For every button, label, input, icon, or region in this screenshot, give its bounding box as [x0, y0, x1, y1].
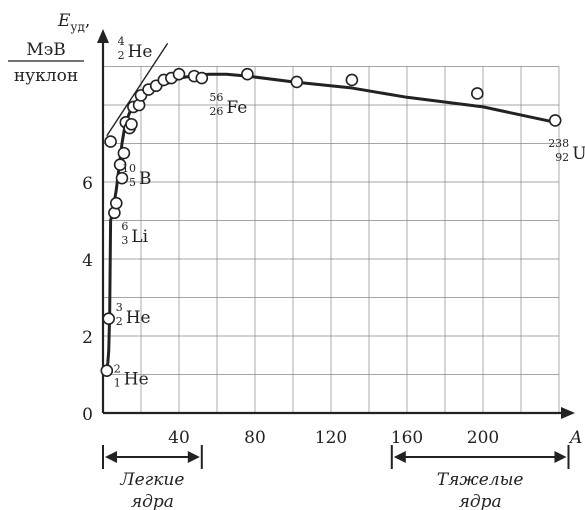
y-axis-label: Eуд, МэВ нуклон [8, 11, 90, 86]
region-arrow-left [393, 451, 406, 463]
x-tick-labels: 40 80 120 160 200 [168, 428, 499, 448]
region-arrow-left [105, 451, 117, 463]
y-axis-arrow [97, 29, 109, 43]
isotope-charge-number: 5 [129, 176, 136, 189]
y-tick-label: 6 [82, 174, 93, 194]
isotope-mass-number: 3 [116, 301, 123, 314]
x-tick-label: 120 [315, 428, 347, 448]
region-Легкие: Легкие ядра [102, 445, 203, 510]
isotope-symbol: U [572, 144, 585, 164]
he4-guide-line [106, 43, 169, 137]
isotope-label-li-6: 63 Li [121, 220, 148, 247]
region-Тяжелые: Тяжелые ядра [390, 445, 570, 510]
data-point [100, 364, 114, 377]
isotope-mass-number: 4 [118, 35, 125, 48]
x-axis-label: A [568, 428, 582, 448]
grid [103, 66, 560, 413]
region-label-line2: ядра [459, 492, 502, 510]
data-point [195, 71, 209, 85]
data-point [115, 171, 129, 185]
isotope-symbol: He [124, 369, 149, 389]
data-point [125, 117, 138, 131]
data-point [102, 312, 115, 325]
isotope-mass-number: 238 [548, 137, 569, 150]
region-arrow-right [554, 451, 567, 463]
region-label-line2: ядра [131, 492, 174, 510]
region-brackets: Легкие ядра Тяжелые ядра [102, 445, 570, 510]
data-point [104, 135, 117, 148]
isotope-mass-number: 6 [121, 220, 128, 233]
isotope-label-b-10: 105 B [122, 162, 152, 189]
y-axis-unit-denominator: нуклон [14, 66, 78, 86]
region-label-line1: Легкие [119, 470, 184, 490]
y-tick-label: 2 [82, 328, 93, 348]
isotope-charge-number: 3 [121, 234, 128, 247]
data-point [172, 67, 186, 81]
isotope-symbol: He [128, 42, 153, 62]
data-point [241, 67, 254, 81]
data-point [345, 73, 359, 87]
region-arrow-right [187, 451, 200, 463]
he4-line [106, 43, 169, 137]
data-point [470, 87, 484, 100]
isotope-label-he-4: 42 He [118, 35, 153, 62]
x-tick-label: 40 [168, 428, 190, 448]
isotope-charge-number: 26 [209, 105, 223, 118]
data-point [110, 196, 123, 210]
x-tick-label: 80 [244, 428, 266, 448]
data-point [290, 75, 304, 89]
isotope-mass-number: 56 [209, 91, 223, 104]
axes [97, 29, 575, 419]
y-tick-labels: 0 2 4 6 [82, 174, 93, 425]
isotope-label-he-2: 21 He [114, 362, 149, 389]
data-points [100, 67, 562, 377]
data-point [113, 158, 127, 171]
y-tick-label: 0 [82, 405, 93, 425]
isotope-mass-number: 2 [114, 362, 121, 375]
y-axis-unit-numerator: МэВ [26, 40, 65, 60]
data-point [117, 146, 131, 160]
x-tick-label: 200 [467, 428, 499, 448]
region-label-line1: Тяжелые [437, 470, 524, 490]
isotope-charge-number: 2 [118, 49, 125, 62]
isotope-label-he-3: 32 He [116, 301, 151, 328]
data-point [548, 114, 562, 127]
isotope-symbol: Li [131, 227, 148, 247]
isotope-symbol: He [126, 308, 151, 328]
isotope-charge-number: 2 [116, 315, 123, 328]
x-tick-label: 160 [391, 428, 423, 448]
y-tick-label: 4 [82, 251, 93, 271]
isotope-symbol: B [139, 169, 152, 189]
y-axis-symbol: Eуд, [57, 11, 90, 34]
isotope-symbol: Fe [226, 98, 247, 118]
isotope-mass-number: 10 [122, 162, 136, 175]
isotope-charge-number: 1 [114, 376, 121, 389]
isotope-charge-number: 92 [555, 151, 569, 164]
x-axis-arrow [561, 407, 575, 419]
